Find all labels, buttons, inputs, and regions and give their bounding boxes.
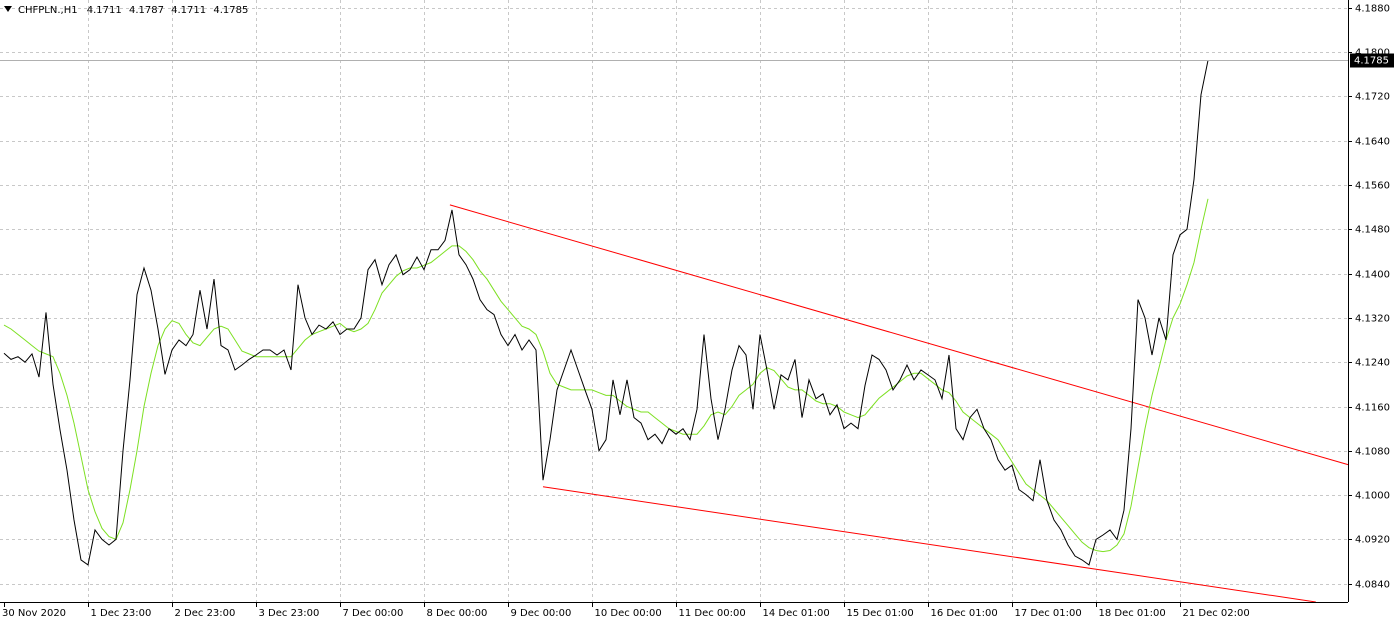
y-tick-label: 4.1720 [1355,92,1390,103]
y-tick-label: 4.0840 [1355,580,1390,591]
x-tick-label: 18 Dec 01:00 [1099,608,1166,619]
y-tick-label: 4.1880 [1355,4,1390,15]
x-tick-label: 11 Dec 00:00 [679,608,746,619]
x-tick-label: 16 Dec 01:00 [931,608,998,619]
y-tick-label: 4.1240 [1355,358,1390,369]
y-tick-label: 4.1560 [1355,181,1390,192]
series-line [3,198,1209,553]
low: 4.1711 [171,5,206,16]
x-tick-label: 8 Dec 00:00 [427,608,488,619]
open: 4.1711 [87,5,122,16]
x-tick-label: 7 Dec 00:00 [343,608,404,619]
price-label-box [1350,53,1394,68]
y-tick-label: 4.1080 [1355,447,1390,458]
x-tick-label: 15 Dec 01:00 [847,608,914,619]
menu-triangle[interactable] [4,6,12,12]
series-line [3,60,1209,566]
x-tick-label: 17 Dec 01:00 [1015,608,1082,619]
y-tick-label: 4.0920 [1355,535,1390,546]
chart-header: CHFPLN.,H1 4.1711 4.1787 4.1711 4.1785 [18,5,248,16]
y-tick-label: 4.1000 [1355,491,1390,502]
trendline [542,486,1316,603]
trendline [449,204,1349,466]
x-tick-label: 21 Dec 02:00 [1183,608,1250,619]
x-tick-label: 9 Dec 00:00 [511,608,572,619]
close: 4.1785 [213,5,248,16]
symbol: CHFPLN.,H1 [18,5,78,16]
x-tick-label: 30 Nov 2020 [2,608,66,619]
x-tick-label: 10 Dec 00:00 [595,608,662,619]
x-tick-label: 3 Dec 23:00 [259,608,320,619]
y-tick-label: 4.1400 [1355,270,1390,281]
x-tick-label: 14 Dec 01:00 [763,608,830,619]
y-tick-label: 4.1160 [1355,403,1390,414]
high: 4.1787 [129,5,164,16]
y-tick-label: 4.1640 [1355,137,1390,148]
x-tick-label: 1 Dec 23:00 [91,608,152,619]
plot [0,60,1349,603]
y-tick-label: 4.1320 [1355,314,1390,325]
price-label: 4.1785 [1354,56,1389,67]
y-tick-label: 4.1480 [1355,225,1390,236]
x-tick-label: 2 Dec 23:00 [175,608,236,619]
y-tick-label: 4.1800 [1355,48,1390,59]
grid [0,0,1348,602]
